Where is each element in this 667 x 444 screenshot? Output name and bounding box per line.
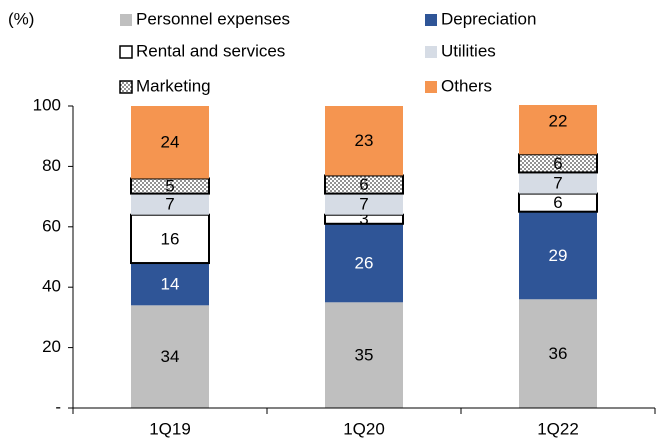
- legend-marker: [119, 45, 133, 59]
- y-tick-label: 20: [42, 337, 61, 356]
- legend-label: Depreciation: [441, 9, 536, 28]
- x-tick-label: 1Q22: [537, 419, 579, 438]
- legend-marker: [119, 80, 133, 94]
- legend-marker: [425, 81, 437, 93]
- data-label: 3: [359, 210, 368, 229]
- bar-segment: [325, 302, 403, 408]
- data-label: 7: [553, 173, 562, 192]
- data-label: 6: [553, 154, 562, 173]
- data-label: 23: [355, 131, 374, 150]
- y-axis-label: (%): [8, 9, 34, 28]
- bar-segment: [324, 174, 404, 195]
- data-label: 34: [161, 347, 180, 366]
- bar-segment: [325, 193, 403, 215]
- x-tick-label: 1Q20: [343, 419, 385, 438]
- y-tick-label: 80: [42, 156, 61, 175]
- y-tick-label: 40: [42, 277, 61, 296]
- y-tick-label: -: [55, 397, 61, 416]
- legend-marker: [425, 46, 437, 58]
- bar-segment: [519, 105, 597, 155]
- legend-label: Marketing: [136, 76, 211, 95]
- y-tick-label: 100: [33, 95, 61, 114]
- x-tick-label: 1Q19: [149, 419, 191, 438]
- y-tick-label: 60: [42, 216, 61, 235]
- data-label: 5: [165, 177, 174, 196]
- data-label: 22: [549, 112, 568, 131]
- bar-segment: [519, 299, 597, 408]
- bar-segment: [131, 106, 209, 179]
- data-label: 29: [549, 246, 568, 265]
- bar-segment: [131, 193, 209, 215]
- data-label: 6: [359, 175, 368, 194]
- data-label: 7: [359, 195, 368, 214]
- legend-label: Rental and services: [136, 41, 285, 60]
- data-label: 24: [161, 133, 180, 152]
- bar-segment: [131, 263, 209, 306]
- legend-marker: [120, 14, 132, 26]
- data-label: 7: [165, 195, 174, 214]
- bar-segment: [519, 211, 597, 300]
- data-label: 16: [161, 229, 180, 248]
- data-label: 26: [355, 254, 374, 273]
- bar-segment: [131, 305, 209, 408]
- bar-segment: [325, 106, 403, 176]
- data-label: 36: [549, 344, 568, 363]
- bar-segment: [519, 172, 597, 194]
- data-label: 35: [355, 346, 374, 365]
- data-label: 6: [553, 193, 562, 212]
- legend-label: Others: [441, 76, 492, 95]
- legend-label: Personnel expenses: [136, 9, 290, 28]
- legend-label: Utilities: [441, 41, 496, 60]
- bar-segment: [325, 223, 403, 303]
- data-label: 14: [161, 275, 180, 294]
- legend-marker: [425, 14, 437, 26]
